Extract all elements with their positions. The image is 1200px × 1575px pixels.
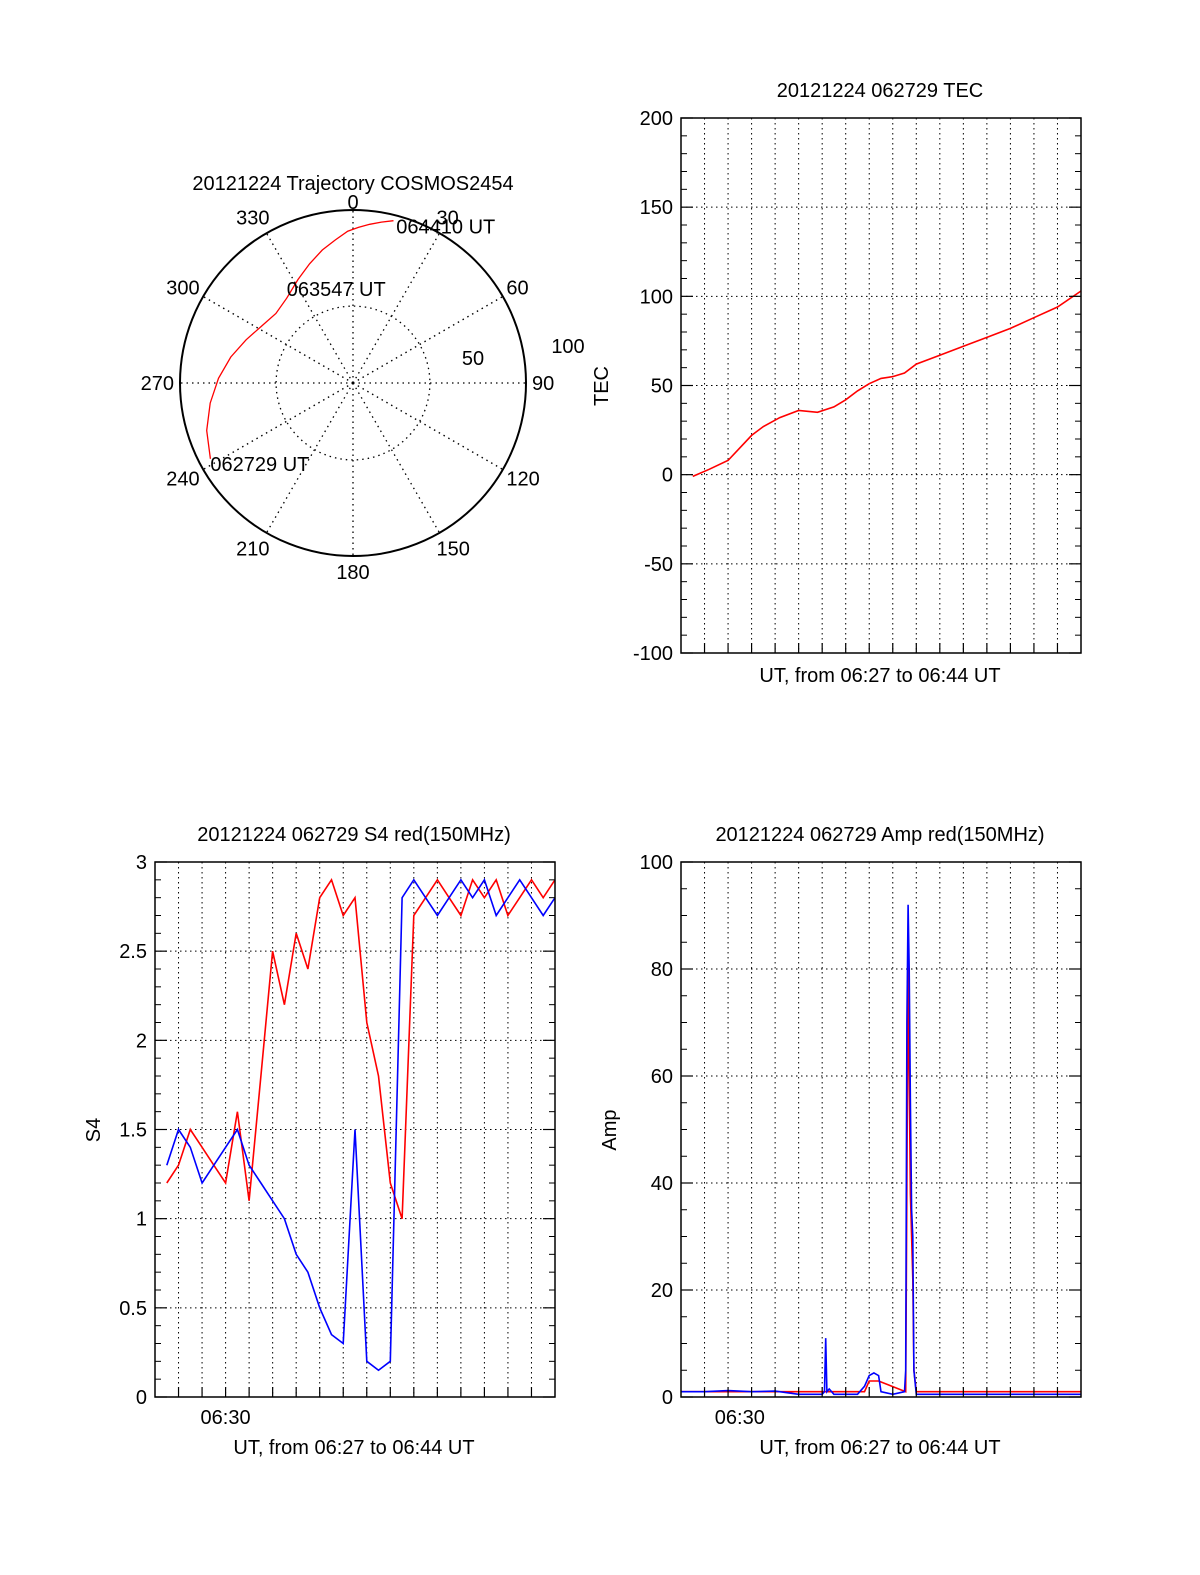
polar-spoke [352,382,441,534]
series-line-blue [166,877,556,1372]
polar-angle-label: 300 [166,278,199,300]
series-line-blue [681,904,1081,1396]
polar-spoke [352,232,441,384]
polar-angle-label: 210 [236,538,269,560]
amp-title: 20121224 062729 Amp red(150MHz) [715,824,1044,846]
series-line-red [166,877,556,1219]
y-tick-label: 200 [640,108,673,130]
y-tick-label: 20 [651,1280,673,1302]
trajectory-title: 20121224 Trajectory COSMOS2454 [192,173,513,195]
tec-chart: 20121224 062729 TEC UT, from 06:27 to 06… [591,80,1082,687]
polar-angle-label: 30 [437,208,459,230]
y-tick-label: 0 [136,1387,147,1409]
amp-xlabel: UT, from 06:27 to 06:44 UT [759,1437,1000,1459]
trajectory-time-label: 064410 UT [396,216,495,238]
polar-angle-label: 240 [166,469,199,491]
polar-spoke [265,232,354,384]
y-tick-label: 2 [136,1030,147,1052]
y-tick-label: -50 [644,554,673,576]
y-tick-label: 50 [651,376,673,398]
polar-angle-label: 330 [236,208,269,230]
y-tick-label: 150 [640,197,673,219]
series-line-red [692,290,1082,478]
polar-radial-label: 50 [462,348,484,370]
polar-angle-label: 90 [532,373,554,395]
s4-xlabel: UT, from 06:27 to 06:44 UT [233,1437,474,1459]
y-tick-label: 1.5 [119,1120,147,1142]
polar-angle-label: 0 [347,192,358,214]
polar-angle-label: 270 [141,373,174,395]
x-tick-label: 06:30 [715,1407,765,1429]
polar-angle-label: 120 [506,469,539,491]
y-tick-label: 0 [662,465,673,487]
trajectory-polar-chart: 20121224 Trajectory COSMOS2454 0 30 60 90 12… [141,173,585,584]
polar-angle-label: 60 [506,278,528,300]
y-tick-label: 3 [136,852,147,874]
x-tick-label: 06:30 [201,1407,251,1429]
polar-radial-label: 100 [551,336,584,358]
s4-chart: 20121224 062729 S4 red(150MHz) UT, from … [83,824,556,1459]
polar-spoke [202,295,354,384]
trajectory-time-label: 063547 UT [287,279,386,301]
tec-xlabel: UT, from 06:27 to 06:44 UT [759,665,1000,687]
s4-title: 20121224 062729 S4 red(150MHz) [197,824,511,846]
amp-ylabel: Amp [599,1109,621,1150]
polar-spoke [265,382,354,534]
tec-title: 20121224 062729 TEC [777,80,983,102]
y-tick-label: 100 [640,852,673,874]
y-tick-label: 40 [651,1173,673,1195]
polar-grid-circle [275,305,431,461]
y-tick-label: 100 [640,286,673,308]
polar-angle-label: 150 [437,538,470,560]
polar-outer-circle [179,209,527,557]
y-tick-label: 60 [651,1066,673,1088]
plot-frame [680,861,1082,1398]
polar-spoke [352,295,504,384]
y-tick-label: 2.5 [119,941,147,963]
trajectory-time-label: 062729 UT [210,454,309,476]
series-line-red [681,958,1081,1393]
polar-spoke [202,382,354,471]
y-tick-label: 0.5 [119,1298,147,1320]
polar-spoke [352,382,504,471]
polar-angle-label: 180 [336,562,369,584]
trajectory-line [206,220,394,459]
amp-chart: 20121224 062729 Amp red(150MHz) UT, from… [599,824,1082,1459]
tec-ylabel: TEC [591,366,613,406]
y-tick-label: 1 [136,1209,147,1231]
y-tick-label: 0 [662,1387,673,1409]
s4-ylabel: S4 [83,1118,105,1142]
y-tick-label: -100 [633,643,673,665]
y-tick-label: 80 [651,959,673,981]
